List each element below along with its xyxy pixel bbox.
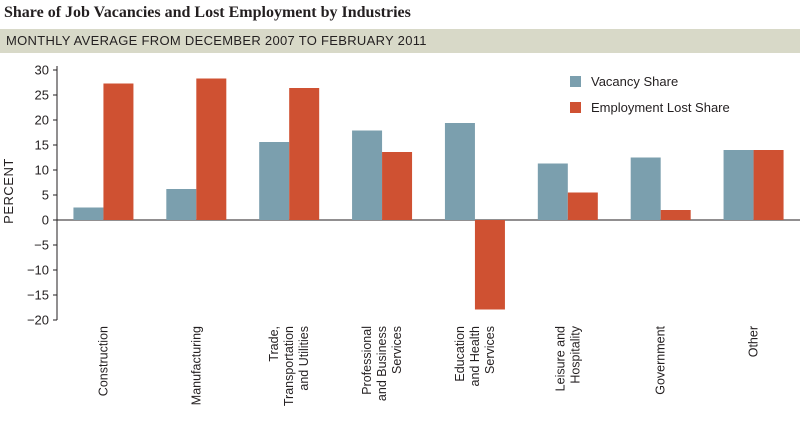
legend-swatch <box>570 76 581 87</box>
category-label: Leisure and Hospitality <box>553 325 582 391</box>
category-label-line: Leisure and <box>553 326 567 391</box>
y-tick-label: −10 <box>27 263 49 278</box>
bar-employment-lost <box>660 210 691 220</box>
y-tick-label: −15 <box>27 288 49 303</box>
category-label-line: Services <box>390 326 404 374</box>
bar-employment-lost <box>289 88 320 220</box>
category-label-line: Manufacturing <box>189 326 203 405</box>
category-label: Construction <box>96 326 110 396</box>
bar-employment-lost <box>103 83 134 220</box>
legend-swatch <box>570 102 581 113</box>
category-label-line: Hospitality <box>568 325 582 383</box>
bar-vacancy <box>352 130 383 220</box>
bar-vacancy <box>723 150 754 220</box>
category-label-line: Education <box>453 326 467 382</box>
bars-layer: Construction Manufacturing Trade, Transport… <box>73 78 784 406</box>
category-label-line: Construction <box>96 326 110 396</box>
bar-vacancy <box>444 123 475 220</box>
category-label: Trade, Transportation and Utilities <box>267 326 311 406</box>
category-label-line: Professional <box>360 326 374 395</box>
category-label: Professional and Business Services <box>360 326 404 401</box>
category-label: Other <box>747 326 761 357</box>
legend: Vacancy Share Employment Lost Share <box>570 74 730 115</box>
legend-label: Vacancy Share <box>591 74 678 89</box>
chart-title: Share of Job Vacancies and Lost Employme… <box>4 4 411 21</box>
category-label-line: and Utilities <box>297 326 311 391</box>
category-label-line: Other <box>747 326 761 357</box>
y-tick-label: −20 <box>27 313 49 328</box>
category-label-line: Transportation <box>282 326 296 406</box>
y-tick-label: 5 <box>42 188 49 203</box>
bar-employment-lost <box>382 152 413 220</box>
category-label: Government <box>654 325 668 394</box>
category-label-line: Government <box>654 325 668 394</box>
bar-vacancy <box>630 157 661 220</box>
bar-vacancy <box>259 142 290 220</box>
category-label: Manufacturing <box>189 326 203 405</box>
y-tick-label: −5 <box>34 238 49 253</box>
bar-vacancy <box>537 163 568 220</box>
y-tick-label: 25 <box>35 88 49 103</box>
category-label-line: and Health <box>468 326 482 387</box>
y-axis-label: PERCENT <box>1 158 16 224</box>
y-tick-label: 10 <box>35 163 49 178</box>
category-label-line: Trade, <box>267 326 281 362</box>
bar-employment-lost <box>753 150 784 220</box>
axis-layer: 30 25 20 15 10 5 0 −5 −10 −15 −20 <box>27 63 800 328</box>
y-tick-label: 15 <box>35 138 49 153</box>
category-label: Education and Health Services <box>453 326 497 387</box>
y-tick-label: 20 <box>35 113 49 128</box>
chart-subtitle: MONTHLY AVERAGE FROM DECEMBER 2007 TO FE… <box>6 33 427 48</box>
subtitle-band: MONTHLY AVERAGE FROM DECEMBER 2007 TO FE… <box>0 29 800 53</box>
y-tick-label: 30 <box>35 63 49 78</box>
bar-employment-lost <box>196 78 227 220</box>
bar-employment-lost <box>474 220 505 310</box>
y-tick-label: 0 <box>42 213 49 228</box>
bar-vacancy <box>73 207 104 220</box>
bar-vacancy <box>166 189 197 220</box>
bar-employment-lost <box>567 192 598 220</box>
category-label-line: and Business <box>375 326 389 401</box>
legend-label: Employment Lost Share <box>591 100 730 115</box>
category-label-line: Services <box>483 326 497 374</box>
